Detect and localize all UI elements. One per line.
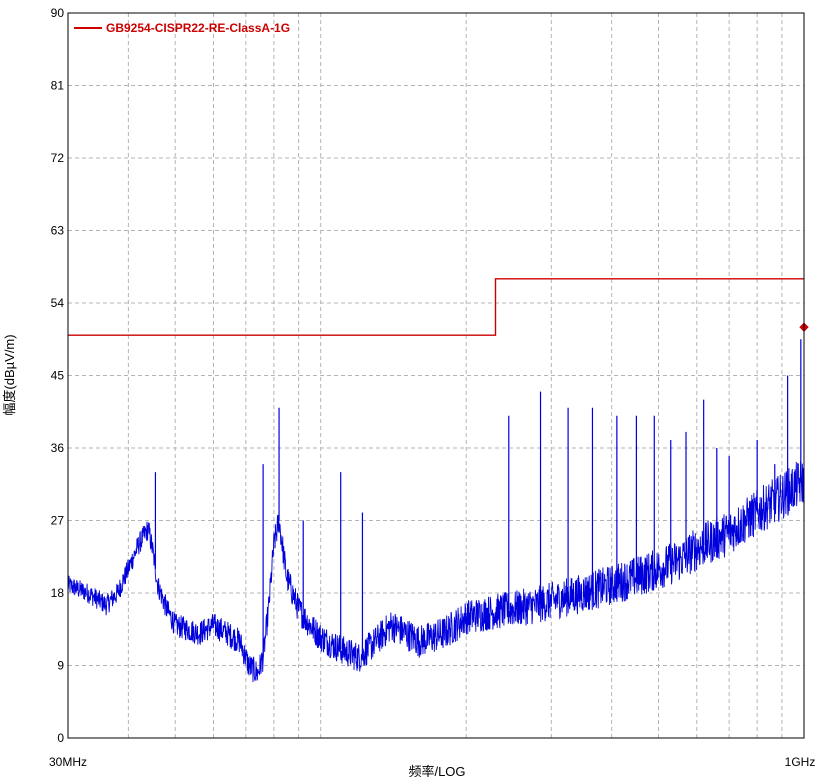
x-tick-labels: 30MHz 1GHz [49, 755, 815, 769]
series-layer [67, 278, 809, 683]
x-axis-title: 频率/LOG [408, 764, 465, 777]
plot-frame [67, 12, 805, 739]
y-tick-labels: 0 9 18 27 36 45 54 63 72 81 90 [51, 6, 65, 745]
x-tick-label: 30MHz [49, 755, 87, 769]
legend-label-limit: GB9254-CISPR22-RE-ClassA-1G [106, 21, 290, 35]
y-tick-label: 0 [57, 731, 64, 745]
y-tick-label: 9 [57, 659, 64, 673]
y-tick-label: 81 [51, 79, 65, 93]
y-tick-label: 72 [51, 151, 65, 165]
legend: GB9254-CISPR22-RE-ClassA-1G [74, 21, 290, 35]
series-limit-line [68, 278, 804, 336]
y-tick-label: 45 [51, 369, 65, 383]
y-axis-title: 幅度(dBµV/m) [2, 334, 17, 415]
y-tick-label: 54 [51, 296, 65, 310]
y-tick-label: 90 [51, 6, 65, 20]
y-tick-label: 36 [51, 441, 65, 455]
y-tick-label: 27 [51, 514, 65, 528]
x-tick-label: 1GHz [785, 755, 816, 769]
y-tick-label: 63 [51, 224, 65, 238]
series-measurement-trace [67, 460, 805, 683]
y-tick-label: 18 [51, 586, 65, 600]
